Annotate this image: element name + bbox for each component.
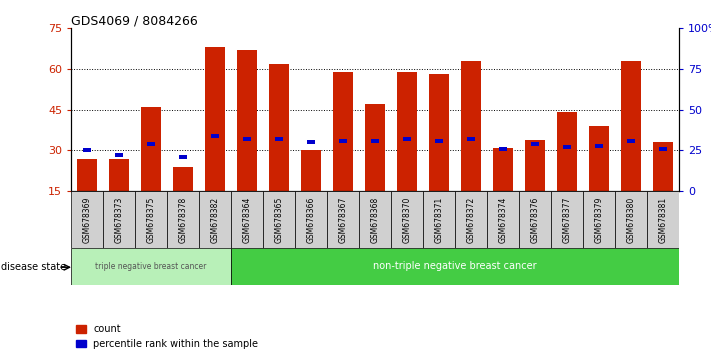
Bar [557, 113, 577, 191]
Bar [365, 104, 385, 191]
FancyBboxPatch shape [647, 191, 679, 248]
Bar [333, 72, 353, 191]
Bar [243, 137, 251, 141]
FancyBboxPatch shape [167, 191, 199, 248]
Bar [205, 47, 225, 191]
FancyBboxPatch shape [327, 191, 359, 248]
Bar [307, 140, 315, 144]
Bar [435, 139, 443, 143]
FancyBboxPatch shape [615, 191, 647, 248]
Text: GSM678376: GSM678376 [530, 196, 540, 243]
Bar [77, 159, 97, 191]
Bar [141, 107, 161, 191]
Bar [179, 155, 187, 159]
FancyBboxPatch shape [519, 191, 551, 248]
FancyBboxPatch shape [263, 191, 295, 248]
FancyBboxPatch shape [71, 248, 231, 285]
Bar [653, 142, 673, 191]
Bar [531, 142, 539, 146]
FancyBboxPatch shape [359, 191, 391, 248]
Bar [147, 142, 155, 146]
FancyBboxPatch shape [583, 191, 615, 248]
Bar [563, 145, 571, 149]
FancyBboxPatch shape [103, 191, 135, 248]
Text: GSM678369: GSM678369 [82, 196, 92, 243]
Text: GSM678370: GSM678370 [402, 196, 412, 243]
Bar [339, 139, 347, 143]
Bar [269, 64, 289, 191]
Bar [525, 139, 545, 191]
Bar [429, 74, 449, 191]
FancyBboxPatch shape [295, 191, 327, 248]
Bar [595, 143, 603, 148]
FancyBboxPatch shape [231, 248, 679, 285]
Bar [211, 134, 219, 138]
Bar [589, 126, 609, 191]
FancyBboxPatch shape [231, 191, 263, 248]
Bar [275, 137, 283, 141]
Text: non-triple negative breast cancer: non-triple negative breast cancer [373, 261, 537, 272]
FancyBboxPatch shape [199, 191, 231, 248]
Bar [371, 139, 379, 143]
Text: GSM678382: GSM678382 [210, 196, 220, 242]
Text: GSM678378: GSM678378 [178, 196, 188, 242]
Text: GSM678372: GSM678372 [466, 196, 476, 242]
Text: disease state: disease state [1, 262, 67, 272]
Bar [659, 147, 667, 151]
Bar [83, 148, 91, 153]
Bar [627, 139, 635, 143]
Text: GSM678375: GSM678375 [146, 196, 156, 243]
Text: GDS4069 / 8084266: GDS4069 / 8084266 [71, 14, 198, 27]
Bar [397, 72, 417, 191]
FancyBboxPatch shape [135, 191, 167, 248]
Text: GSM678367: GSM678367 [338, 196, 348, 243]
Text: GSM678380: GSM678380 [626, 196, 636, 242]
Text: GSM678379: GSM678379 [594, 196, 604, 243]
Legend: count, percentile rank within the sample: count, percentile rank within the sample [76, 324, 259, 349]
Bar [493, 148, 513, 191]
Text: GSM678381: GSM678381 [658, 196, 668, 242]
Bar [237, 50, 257, 191]
FancyBboxPatch shape [487, 191, 519, 248]
Bar [467, 137, 475, 141]
FancyBboxPatch shape [423, 191, 455, 248]
FancyBboxPatch shape [71, 191, 103, 248]
Text: GSM678371: GSM678371 [434, 196, 444, 242]
Bar [173, 167, 193, 191]
Text: GSM678373: GSM678373 [114, 196, 124, 243]
Bar [403, 137, 411, 141]
Bar [115, 153, 123, 158]
Text: GSM678365: GSM678365 [274, 196, 284, 243]
Bar [499, 147, 507, 151]
Text: GSM678377: GSM678377 [562, 196, 572, 243]
Bar [301, 150, 321, 191]
Bar [109, 159, 129, 191]
FancyBboxPatch shape [455, 191, 487, 248]
Text: GSM678364: GSM678364 [242, 196, 252, 243]
Bar [621, 61, 641, 191]
Bar [461, 61, 481, 191]
FancyBboxPatch shape [551, 191, 583, 248]
Text: GSM678366: GSM678366 [306, 196, 316, 243]
Text: triple negative breast cancer: triple negative breast cancer [95, 262, 207, 271]
Text: GSM678368: GSM678368 [370, 196, 380, 242]
Text: GSM678374: GSM678374 [498, 196, 508, 243]
FancyBboxPatch shape [391, 191, 423, 248]
